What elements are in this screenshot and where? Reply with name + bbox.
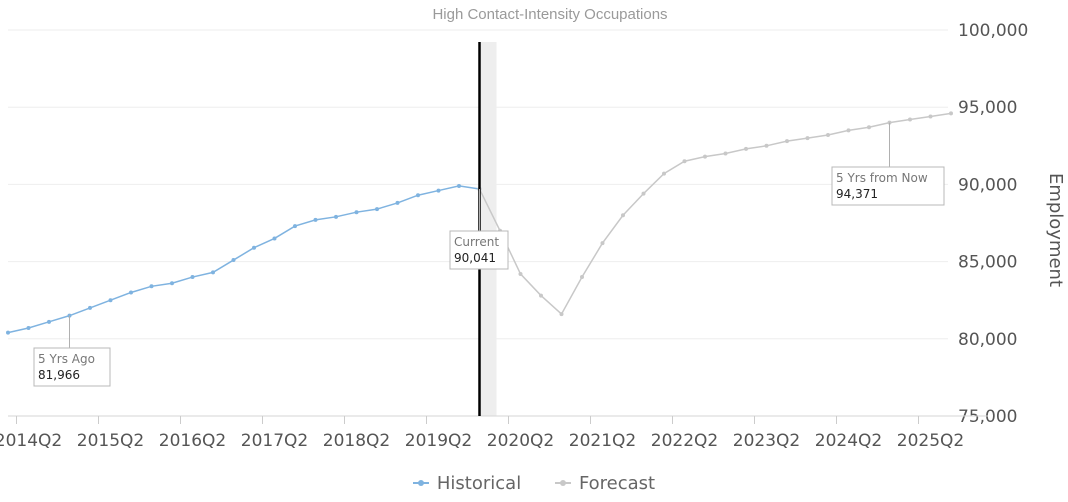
data-point-historical xyxy=(293,224,297,229)
data-point-historical xyxy=(354,210,359,215)
callout-label-five_yrs_from_now: 5 Yrs from Now xyxy=(836,171,928,185)
x-tick-label: 2022Q2 xyxy=(651,431,718,451)
legend-item-historical[interactable]: Historical xyxy=(412,472,522,494)
callout-value-five_yrs_ago: 81,966 xyxy=(38,368,80,382)
y-tick-label: 100,000 xyxy=(958,21,1028,41)
y-tick-label: 80,000 xyxy=(958,330,1017,350)
y-tick-label: 95,000 xyxy=(958,98,1017,118)
data-point-forecast xyxy=(949,111,953,116)
x-tick-label: 2017Q2 xyxy=(241,431,308,451)
legend-label-forecast: Forecast xyxy=(578,472,656,494)
data-point-historical xyxy=(211,270,215,275)
data-point-historical xyxy=(108,298,113,303)
data-point-historical xyxy=(190,275,195,280)
data-point-forecast xyxy=(928,114,933,119)
data-point-forecast xyxy=(703,154,707,159)
data-point-forecast xyxy=(764,143,769,148)
x-tick-label: 2024Q2 xyxy=(815,431,882,451)
data-point-forecast xyxy=(908,117,912,122)
data-point-forecast xyxy=(846,128,851,133)
data-point-historical xyxy=(313,217,318,222)
data-point-historical xyxy=(436,188,441,193)
data-point-forecast xyxy=(826,132,830,137)
data-point-historical xyxy=(47,319,51,324)
callout-label-current: Current xyxy=(454,235,499,249)
data-point-historical xyxy=(416,193,420,198)
data-point-historical xyxy=(231,258,236,263)
x-tick-label: 2016Q2 xyxy=(159,431,226,451)
data-point-forecast xyxy=(600,241,605,246)
callout-box-current xyxy=(449,230,509,270)
legend-swatch-historical xyxy=(412,480,429,486)
callout-box-five_yrs_ago xyxy=(33,347,111,387)
x-tick-label: 2020Q2 xyxy=(487,431,554,451)
legend-swatch-forecast xyxy=(554,480,571,486)
y-tick-label: 75,000 xyxy=(958,407,1017,427)
data-point-forecast xyxy=(580,275,584,280)
x-tick-label: 2025Q2 xyxy=(897,431,964,451)
legend-item-forecast[interactable]: Forecast xyxy=(554,472,656,494)
data-point-forecast xyxy=(805,136,810,141)
callout-label-five_yrs_ago: 5 Yrs Ago xyxy=(38,352,95,366)
data-point-historical xyxy=(395,200,400,205)
employment-chart: 75,000 80,000 85,000 90,000 95,000 100,000 Emp… xyxy=(0,21,1066,451)
x-tick-label: 2021Q2 xyxy=(569,431,636,451)
data-point-forecast xyxy=(539,293,543,298)
chart-legend: Historical Forecast xyxy=(0,468,1068,494)
series-line-historical xyxy=(7,185,480,334)
x-tick-label: 2019Q2 xyxy=(405,431,472,451)
x-tick-label: 2015Q2 xyxy=(77,431,144,451)
y-tick-label: 90,000 xyxy=(958,175,1017,195)
data-point-historical xyxy=(88,305,92,310)
data-point-historical xyxy=(272,236,277,241)
x-tick-label: 2014Q2 xyxy=(0,431,62,451)
legend-label-historical: Historical xyxy=(436,472,522,494)
data-point-forecast xyxy=(621,213,625,218)
data-point-historical xyxy=(457,183,461,188)
data-point-forecast xyxy=(744,146,748,151)
data-point-historical xyxy=(170,281,174,286)
data-point-historical xyxy=(252,245,256,250)
x-tick-label: 2018Q2 xyxy=(323,431,390,451)
callout-value-five_yrs_from_now: 94,371 xyxy=(836,187,878,201)
y-tick-label: 85,000 xyxy=(958,253,1017,273)
chart-subtitle: High Contact-Intensity Occupations xyxy=(432,6,668,23)
data-point-historical xyxy=(6,330,10,335)
data-point-forecast xyxy=(518,271,523,276)
data-point-forecast xyxy=(641,191,646,196)
data-point-historical xyxy=(334,214,338,219)
current-shade-band xyxy=(479,42,497,416)
data-point-forecast xyxy=(723,151,728,156)
data-point-historical xyxy=(129,290,133,295)
data-point-historical xyxy=(149,284,154,289)
data-point-forecast xyxy=(867,125,871,130)
series-line-forecast xyxy=(478,112,952,316)
data-point-forecast xyxy=(785,139,789,144)
data-point-historical xyxy=(375,207,379,212)
y-axis-label: Employment xyxy=(1045,173,1066,287)
callout-box-five_yrs_from_now xyxy=(831,166,945,206)
data-point-historical xyxy=(26,325,31,330)
data-point-forecast xyxy=(682,159,687,164)
data-point-forecast xyxy=(662,171,666,176)
callout-value-current: 90,041 xyxy=(454,251,496,265)
x-tick-label: 2023Q2 xyxy=(733,431,800,451)
data-point-forecast xyxy=(559,312,564,317)
